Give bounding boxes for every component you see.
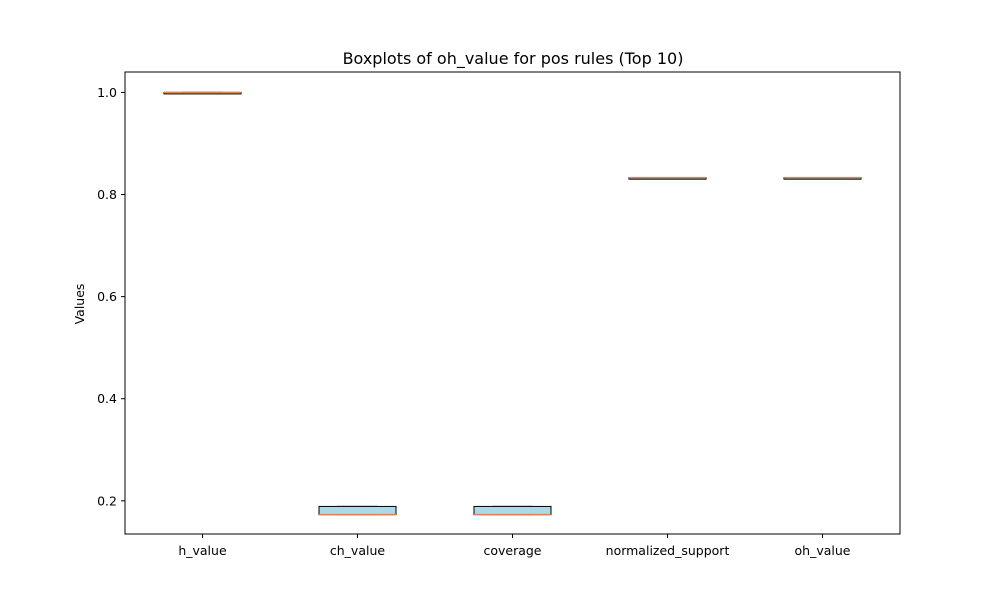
x-tick-label: ch_value [330,543,385,558]
ticks-layer: 0.2 0.4 0.6 0.8 1.0 h_value ch_value coverage no… [97,85,851,558]
y-tick-label: 0.4 [97,391,117,406]
box-h_value [163,91,242,95]
chart-title: Boxplots of oh_value for pos rules (Top … [343,49,684,69]
x-tick-label: h_value [178,543,227,558]
y-tick-label: 0.6 [97,289,117,304]
box-body [473,505,552,516]
box-ch_value [318,505,397,516]
y-tick-label: 1.0 [97,85,117,100]
x-tick-label: oh_value [795,543,851,558]
plot-frame [124,71,901,535]
boxes-layer [163,91,862,516]
box-oh_value [783,176,862,180]
y-axis-label: Values [72,284,87,325]
y-tick-label: 0.2 [97,493,117,508]
box-normalized_support [628,176,707,180]
y-tick-label: 0.8 [97,187,117,202]
box-body [318,505,397,516]
box-coverage [473,505,552,516]
x-tick-label: coverage [483,543,541,558]
x-tick-label: normalized_support [606,543,730,558]
